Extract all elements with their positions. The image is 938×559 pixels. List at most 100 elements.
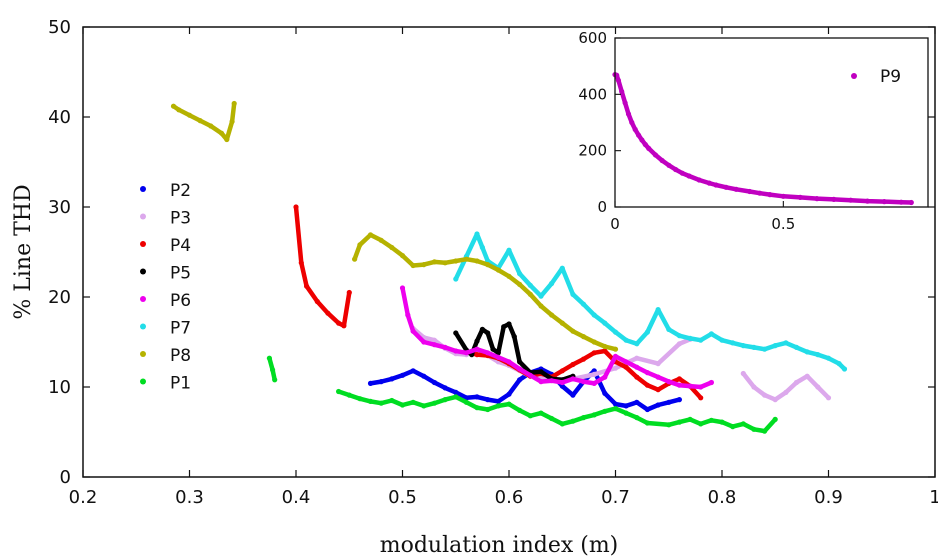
inset-series-group — [612, 72, 914, 206]
legend-marker-p1 — [140, 378, 146, 385]
point-p6-27 — [676, 382, 683, 388]
point-p1-22 — [538, 410, 544, 416]
inset-point-p9-18 — [696, 177, 702, 183]
point-p4-17 — [559, 368, 565, 374]
point-p7-31 — [772, 343, 778, 349]
inset-point-p9-32 — [881, 199, 887, 205]
inset-point-p9-15 — [673, 166, 679, 173]
point-p4-25 — [644, 382, 651, 388]
point-p1-5 — [357, 396, 363, 402]
inset-y-tick-label-0: 0 — [597, 198, 607, 216]
point-p7-37 — [836, 361, 842, 367]
point-p4-19 — [580, 356, 587, 362]
inset-x-tick-label-0: 0 — [610, 215, 620, 233]
point-p3-14 — [612, 365, 619, 371]
inset-point-p9-27 — [797, 194, 803, 200]
point-p8-20 — [463, 256, 469, 262]
x-tick-label-0: 0.2 — [69, 487, 98, 508]
inset-point-p9-10 — [642, 141, 648, 148]
point-p8-18 — [442, 260, 448, 266]
point-p1-26 — [580, 415, 587, 421]
inset-y-tick-label-3: 600 — [578, 29, 607, 47]
inset-plot-frame — [614, 37, 929, 208]
point-p3-21 — [762, 392, 768, 398]
point-p1-25 — [570, 418, 576, 424]
legend-marker-p2 — [140, 186, 146, 192]
point-p7-28 — [740, 343, 746, 349]
point-p6-22 — [623, 359, 629, 365]
legend-marker-p6 — [140, 296, 146, 302]
point-p1-4 — [346, 392, 352, 398]
inset-point-p9-21 — [723, 184, 729, 190]
y-tick-label-4: 40 — [48, 107, 71, 128]
point-p6-3 — [421, 339, 427, 345]
point-p7-38 — [841, 366, 848, 372]
point-p3-27 — [825, 395, 832, 401]
point-p2-25 — [634, 399, 640, 405]
point-p2-12 — [495, 398, 501, 404]
point-p7-30 — [762, 346, 768, 352]
inset-background — [615, 38, 928, 207]
point-p7-24 — [698, 337, 704, 343]
point-p8-1 — [176, 107, 182, 113]
point-p6-11 — [506, 359, 512, 365]
point-p8-31 — [580, 334, 587, 340]
point-p8-30 — [570, 328, 576, 334]
y-tick-label-3: 30 — [48, 197, 71, 218]
inset-point-p9-22 — [733, 186, 739, 192]
point-p3-22 — [772, 397, 778, 403]
point-p8-32 — [591, 339, 597, 345]
point-p1-33 — [666, 422, 672, 428]
point-p3-17 — [676, 341, 683, 347]
point-p2-19 — [570, 392, 576, 398]
point-p4-4 — [325, 310, 331, 316]
point-p1-16 — [474, 405, 480, 411]
point-p2-13 — [506, 391, 512, 397]
legend-marker-p8 — [140, 351, 146, 357]
point-p4-7 — [346, 289, 352, 296]
point-p8-22 — [485, 262, 491, 268]
point-p5-13 — [538, 369, 544, 375]
x-tick-label-2: 0.4 — [282, 487, 311, 508]
legend-label-p3: P3 — [170, 209, 191, 229]
point-p8-15 — [410, 262, 416, 269]
point-p6-7 — [463, 350, 469, 356]
point-p1-29 — [612, 406, 619, 412]
point-p1-14 — [453, 394, 459, 400]
inset-point-p9-26 — [780, 193, 786, 199]
inset-point-p9-29 — [831, 196, 837, 202]
inset-point-p9-2 — [615, 77, 622, 83]
inset-point-p9-3 — [619, 88, 625, 95]
legend-item-p5: P5 — [140, 264, 191, 284]
point-p7-3 — [479, 244, 485, 251]
point-p2-6 — [431, 379, 437, 386]
legend-item-p4: P4 — [140, 236, 191, 256]
point-p6-13 — [527, 372, 533, 378]
series-p5 — [453, 321, 576, 383]
legend-item-p8: P8 — [140, 346, 191, 366]
point-p7-22 — [676, 333, 683, 339]
inset-point-p9-31 — [864, 198, 871, 204]
inset-series-p9 — [612, 72, 914, 206]
point-p6-14 — [538, 379, 544, 385]
inset-legend-item-p9: P9 — [851, 67, 901, 87]
point-p4-24 — [634, 374, 640, 380]
y-axis-label: % Line THD — [11, 184, 36, 319]
point-p7-6 — [506, 247, 512, 253]
inset-point-p9-17 — [686, 173, 692, 179]
point-p6-28 — [687, 383, 693, 389]
point-p1-6 — [367, 398, 374, 404]
point-p5-9 — [506, 321, 512, 327]
point-p1-40 — [740, 421, 746, 427]
point-p1-27 — [591, 412, 597, 418]
point-p3-2 — [431, 337, 437, 343]
point-p7-21 — [666, 326, 672, 332]
x-tick-label-8: 1 — [929, 487, 938, 508]
point-p4-5 — [336, 320, 342, 326]
inset-axis-ticks: 0 0.5 0 200 400 600 — [578, 29, 795, 233]
point-p2-5 — [421, 373, 427, 379]
point-p4-20 — [591, 350, 597, 356]
point-p2-11 — [485, 397, 491, 403]
point-p7-20 — [655, 307, 661, 313]
